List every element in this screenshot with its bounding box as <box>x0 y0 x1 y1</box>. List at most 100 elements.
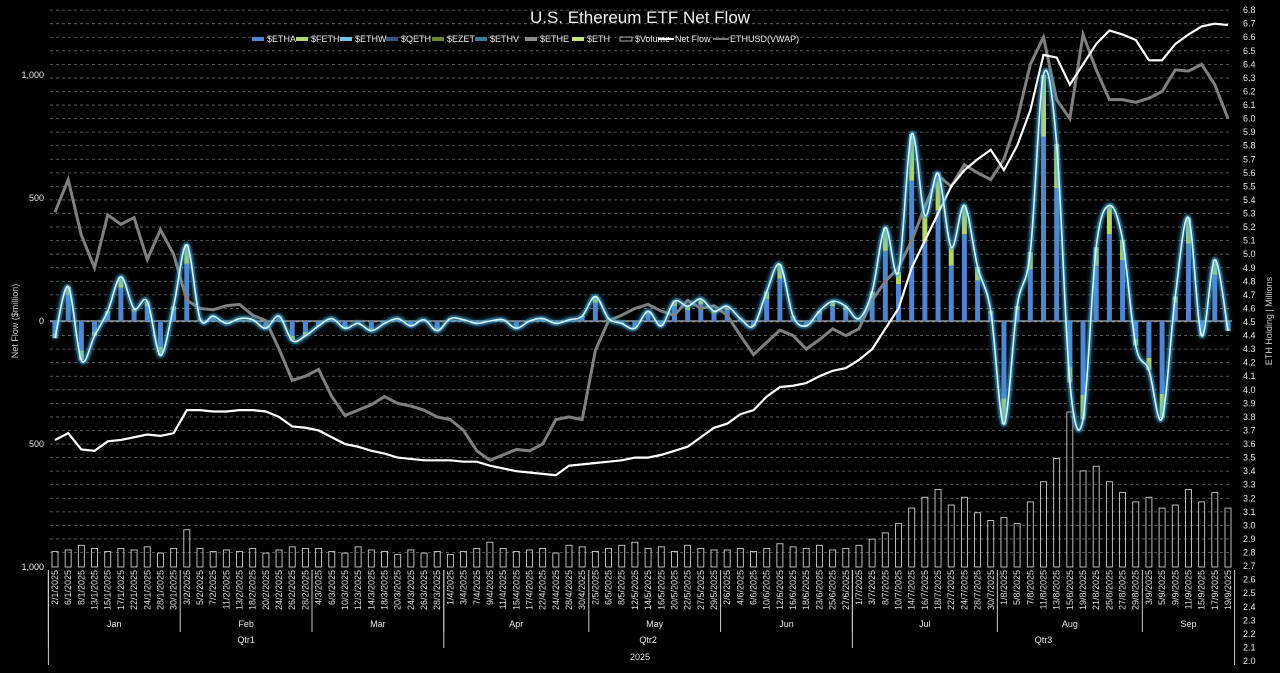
bar-etha <box>869 298 875 321</box>
date-label: 17/4/2025 <box>524 570 534 610</box>
date-label: 18/2/2025 <box>248 570 258 610</box>
date-label: 28/2/2025 <box>300 570 310 610</box>
month-label: Jan <box>107 619 122 629</box>
volume-bar <box>855 544 863 568</box>
volume-bar <box>328 551 336 568</box>
date-label: 10/6/2025 <box>762 570 772 610</box>
date-label: 14/3/2025 <box>366 570 376 610</box>
legend: $ETHA $FETH $ETHW $QETH $EZET $ETHV $ETHE $ETH $… <box>252 34 799 44</box>
y2-tick-label: 6.0 <box>1243 114 1256 124</box>
date-label: 25/6/2025 <box>828 570 838 610</box>
month-label: Jun <box>779 619 794 629</box>
legend-label: $ETH <box>587 34 610 44</box>
bar-feth <box>935 173 941 211</box>
volume-bar <box>921 496 929 568</box>
volume-bar <box>1224 507 1232 568</box>
bar-etha <box>302 321 308 333</box>
y-tick-label: 500 <box>29 193 44 203</box>
legend-label: $ETHA <box>267 34 296 44</box>
volume-bar <box>512 551 520 568</box>
volume-bar <box>974 512 982 568</box>
legend-label: Net Flow <box>675 34 711 44</box>
date-label: 6/3/2025 <box>327 570 337 605</box>
y2-tick-label: 2.3 <box>1243 615 1256 625</box>
date-label: 1/7/2025 <box>854 570 864 605</box>
legend-swatch <box>525 37 537 41</box>
volume-bar <box>987 520 995 568</box>
bar-feth <box>698 298 704 305</box>
date-label: 3/4/2025 <box>459 570 469 605</box>
bar-etha <box>948 265 954 321</box>
date-label: 11/2/2025 <box>221 570 231 609</box>
y-tick-label: 1,000 <box>21 562 44 572</box>
legend-swatch <box>432 37 444 41</box>
date-label: 21/8/2025 <box>1091 570 1101 610</box>
date-label: 26/3/2025 <box>419 570 429 610</box>
y2-tick-label: 3.3 <box>1243 480 1256 490</box>
date-label: 8/1/2025 <box>76 570 86 605</box>
y2-tick-label: 2.9 <box>1243 534 1256 544</box>
bar-etha <box>896 284 902 321</box>
date-label: 29/5/2025 <box>709 570 719 610</box>
y2-tick-label: 2.4 <box>1243 602 1256 612</box>
bar-etha <box>118 287 124 321</box>
date-label: 17/1/2025 <box>116 570 126 610</box>
date-label: 5/8/2025 <box>1012 570 1022 605</box>
x-axis: 2/1/2025 6/1/2025 8/1/2025 13/1/2025 15/1/20… <box>47 570 1236 665</box>
quarter-label: Qtr2 <box>639 635 657 645</box>
bar-etha <box>777 278 783 321</box>
date-label: 30/7/2025 <box>986 570 996 610</box>
date-label: 24/3/2025 <box>406 570 416 610</box>
volume-bar <box>1185 489 1192 568</box>
volume-bar <box>354 546 362 568</box>
volume-bar <box>209 551 217 568</box>
y2-tick-label: 2.1 <box>1243 642 1256 652</box>
date-label: 16/6/2025 <box>788 570 798 610</box>
bar-etha <box>157 321 163 347</box>
y2-tick-label: 5.3 <box>1243 209 1256 219</box>
volume-bar <box>249 547 257 568</box>
date-label: 9/4/2025 <box>485 570 495 605</box>
date-label: 9/9/2025 <box>1170 570 1180 605</box>
bar-etha <box>131 311 137 321</box>
bar-etha <box>816 313 822 321</box>
y-axis-title: Net Flow ($million) <box>10 284 20 359</box>
bar-etha <box>65 295 71 321</box>
volume-bars <box>51 411 1232 568</box>
bar-feth <box>592 296 598 303</box>
bar-etha <box>961 234 967 321</box>
volume-bar <box>130 549 138 568</box>
y2-tick-label: 4.8 <box>1243 276 1256 286</box>
volume-bar <box>1000 516 1008 568</box>
volume-bar <box>710 549 718 568</box>
volume-bar <box>591 551 599 568</box>
y2-tick-label: 4.5 <box>1243 317 1256 327</box>
volume-bar <box>1171 504 1179 568</box>
volume-bar <box>301 547 309 568</box>
date-label: 20/2/2025 <box>261 570 271 610</box>
volume-bar <box>565 544 573 568</box>
y2-tick-label: 4.4 <box>1243 331 1256 341</box>
bar-etha <box>1146 321 1152 358</box>
date-label: 7/8/2025 <box>1025 570 1035 605</box>
bar-feth <box>777 264 783 279</box>
bar-etha <box>289 321 295 336</box>
date-label: 13/8/2025 <box>1052 570 1062 610</box>
bar-etha <box>632 321 638 327</box>
volume-bar <box>776 543 784 568</box>
volume-bar <box>170 547 178 568</box>
bar-etha <box>592 302 598 321</box>
legend-label: $ETHE <box>540 34 569 44</box>
date-label: 17/9/2025 <box>1210 570 1220 610</box>
date-label: 11/4/2025 <box>498 570 508 609</box>
legend-label: $FETH <box>311 34 340 44</box>
volume-bar <box>156 552 164 568</box>
volume-bar <box>433 551 441 568</box>
bar-etha <box>1159 321 1165 394</box>
legend-label: ETHUSD(VWAP) <box>730 34 799 44</box>
legend-swatch <box>475 37 487 41</box>
date-label: 16/7/2025 <box>920 570 930 610</box>
volume-bar <box>183 529 191 568</box>
y-tick-label: 500 <box>29 439 44 449</box>
date-label: 15/4/2025 <box>511 570 521 610</box>
